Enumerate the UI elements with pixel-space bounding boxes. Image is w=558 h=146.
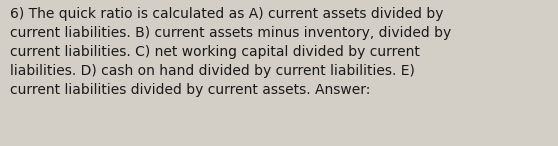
Text: 6) The quick ratio is calculated as A) current assets divided by
current liabili: 6) The quick ratio is calculated as A) c… xyxy=(10,7,451,97)
